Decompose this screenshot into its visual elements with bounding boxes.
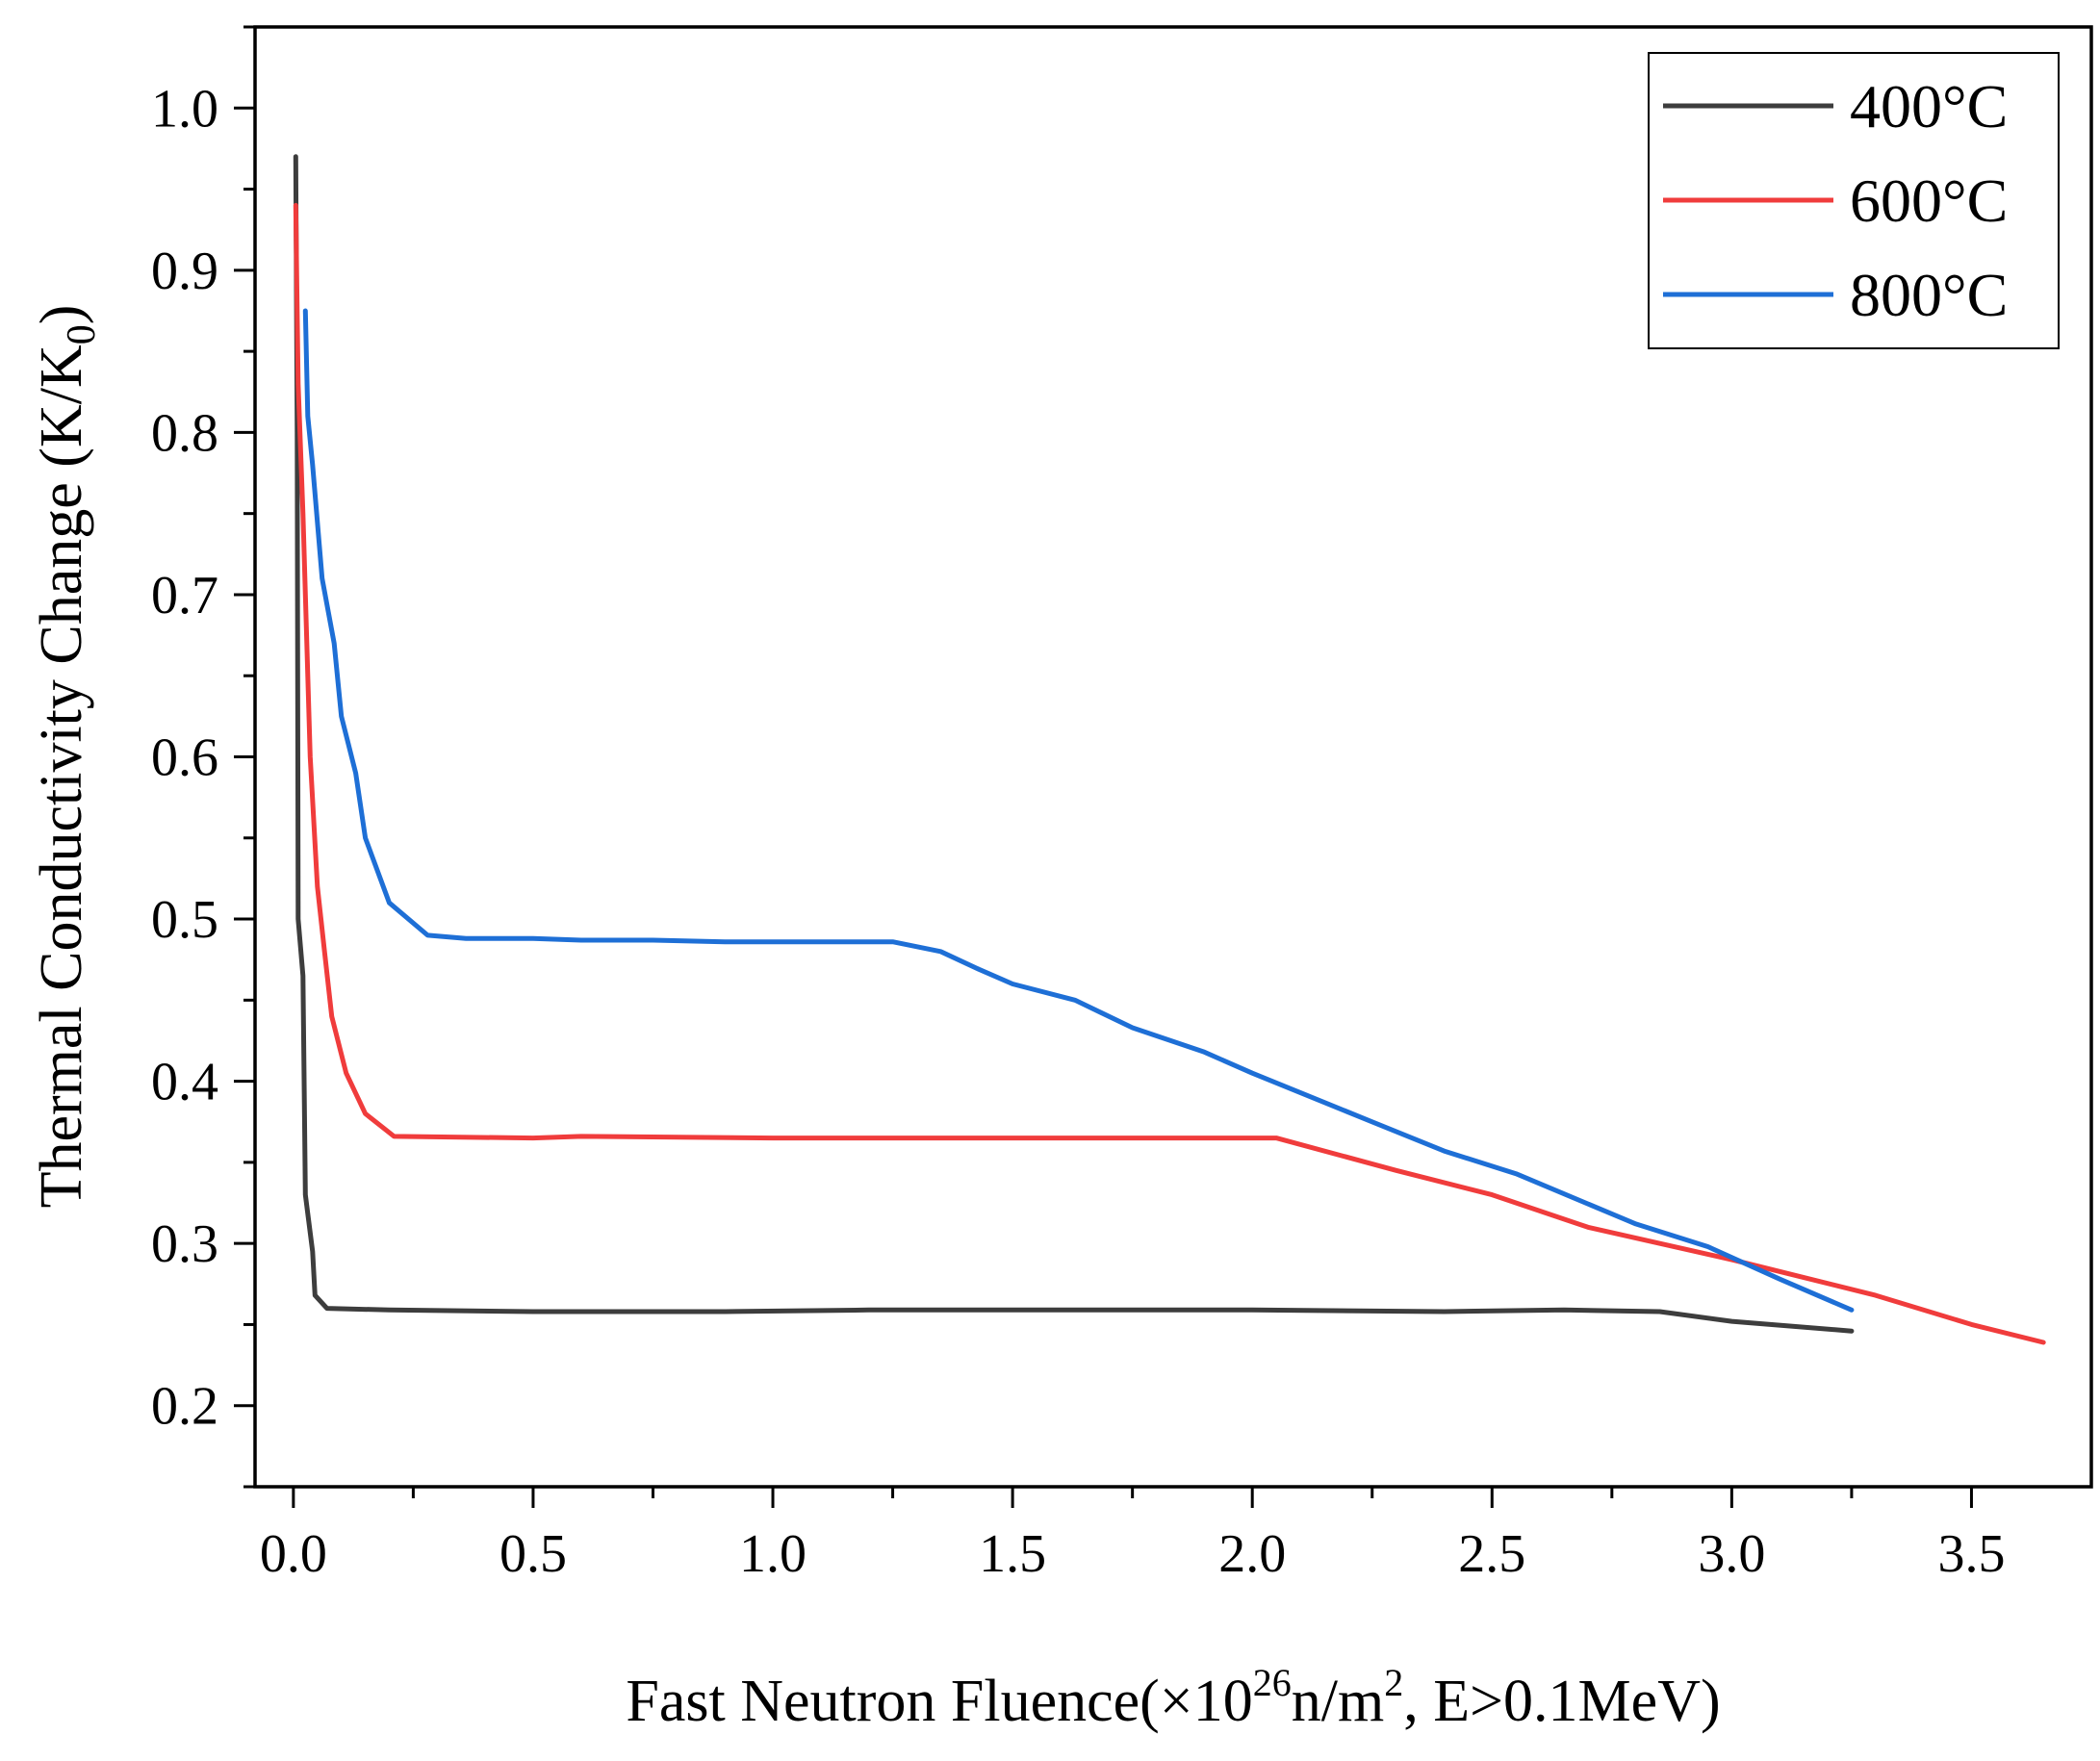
series-lines xyxy=(293,154,2046,1345)
legend: 400°C 600°C 800°C xyxy=(1648,52,2060,349)
x-tick-label: 3.0 xyxy=(1698,1524,1765,1584)
y-tick-label: 0.6 xyxy=(151,728,218,788)
legend-label: 400°C xyxy=(1850,72,2008,140)
series-line-1 xyxy=(293,154,1855,1334)
legend-label: 600°C xyxy=(1850,166,2008,235)
y-axis-ticks: 0.2 0.3 0.4 0.5 0.6 0.7 0.8 0.9 1.0 xyxy=(151,25,255,1489)
y-tick-label: 0.3 xyxy=(151,1214,218,1274)
x-tick-label: 1.5 xyxy=(979,1524,1046,1584)
x-tick-label: 1.0 xyxy=(739,1524,807,1584)
y-tick-label: 1.0 xyxy=(151,79,218,139)
x-tick-label: 2.5 xyxy=(1458,1524,1525,1584)
x-tick-label: 2.0 xyxy=(1218,1524,1286,1584)
x-tick-label: 0.0 xyxy=(260,1524,327,1584)
x-tick-label: 3.5 xyxy=(1937,1524,2005,1584)
y-tick-label: 0.7 xyxy=(151,566,218,625)
y-tick-label: 0.2 xyxy=(151,1377,218,1437)
x-axis-ticks: 0.0 0.5 1.0 1.5 2.0 2.5 3.0 3.5 xyxy=(260,1487,2005,1584)
y-tick-label: 0.5 xyxy=(151,890,218,950)
series-line-3 xyxy=(302,308,1855,1313)
y-tick-label: 0.8 xyxy=(151,403,218,463)
x-axis-title: Fast Neutron Fluence(×1026n/m2, E>0.1MeV… xyxy=(626,1661,1720,1734)
series-line-2 xyxy=(293,202,2046,1345)
y-axis-title: Thermal Conductivity Change (K/K0) xyxy=(29,305,104,1209)
y-tick-label: 0.9 xyxy=(151,242,218,301)
y-tick-label: 0.4 xyxy=(151,1053,218,1112)
legend-label: 800°C xyxy=(1850,261,2008,329)
x-tick-label: 0.5 xyxy=(499,1524,567,1584)
